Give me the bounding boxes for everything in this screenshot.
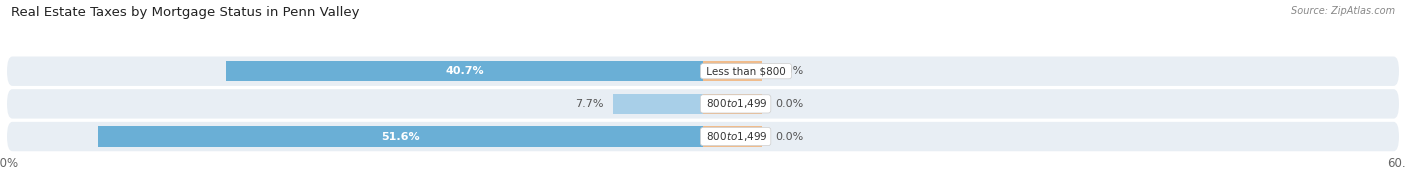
Text: 0.0%: 0.0%: [776, 66, 804, 76]
Bar: [226, 61, 703, 81]
Text: 0.0%: 0.0%: [776, 99, 804, 109]
Bar: [613, 94, 703, 114]
Text: Less than $800: Less than $800: [703, 66, 789, 76]
Text: 0.0%: 0.0%: [776, 132, 804, 142]
FancyBboxPatch shape: [7, 56, 1399, 86]
Text: 51.6%: 51.6%: [381, 132, 420, 142]
Text: $800 to $1,499: $800 to $1,499: [703, 130, 768, 143]
Text: Source: ZipAtlas.com: Source: ZipAtlas.com: [1291, 6, 1395, 16]
Bar: [98, 126, 703, 147]
FancyBboxPatch shape: [7, 122, 1399, 151]
Text: 7.7%: 7.7%: [575, 99, 603, 109]
Bar: [703, 126, 762, 147]
Text: 40.7%: 40.7%: [446, 66, 484, 76]
Text: $800 to $1,499: $800 to $1,499: [703, 97, 768, 110]
Text: Real Estate Taxes by Mortgage Status in Penn Valley: Real Estate Taxes by Mortgage Status in …: [11, 6, 360, 19]
Bar: [703, 61, 762, 81]
FancyBboxPatch shape: [7, 89, 1399, 119]
Legend: Without Mortgage, With Mortgage: Without Mortgage, With Mortgage: [574, 195, 832, 196]
Bar: [703, 94, 762, 114]
